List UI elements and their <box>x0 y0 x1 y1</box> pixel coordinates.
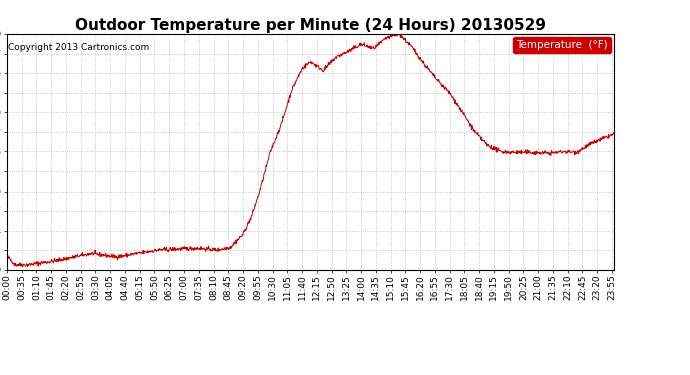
Text: Copyright 2013 Cartronics.com: Copyright 2013 Cartronics.com <box>8 43 149 52</box>
Legend: Temperature  (°F): Temperature (°F) <box>513 37 611 53</box>
Title: Outdoor Temperature per Minute (24 Hours) 20130529: Outdoor Temperature per Minute (24 Hours… <box>75 18 546 33</box>
